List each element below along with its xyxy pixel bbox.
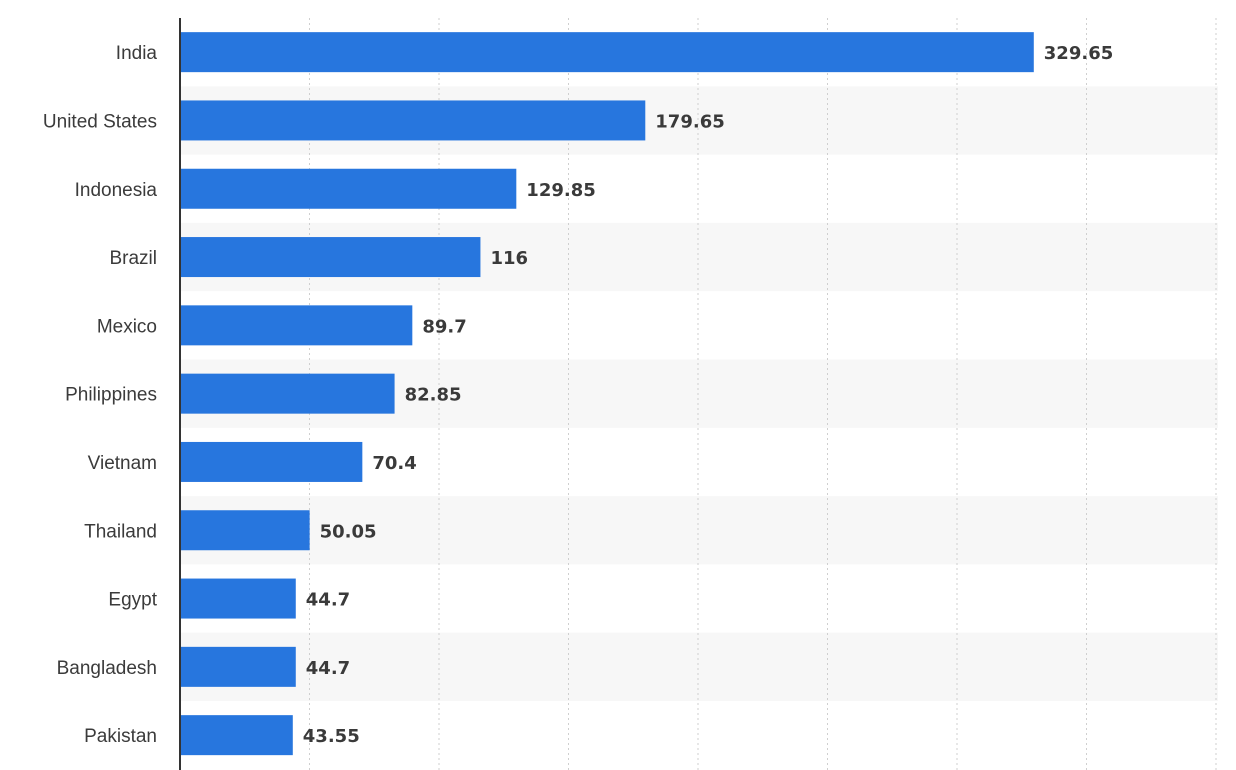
bar (180, 510, 310, 551)
category-label: Indonesia (75, 180, 158, 201)
category-label: India (116, 43, 158, 64)
bar (180, 715, 293, 756)
bar (180, 100, 646, 141)
value-labels: 329.65 179.65 129.85 116 89.7 82.85 70.4 50.05 4… (303, 43, 1113, 747)
bar (180, 237, 481, 278)
category-label: Vietnam (88, 453, 157, 474)
bar (180, 441, 363, 482)
value-label: 89.7 (422, 316, 466, 337)
category-label: Egypt (108, 590, 157, 611)
row-band (180, 632, 1218, 701)
value-label: 129.85 (526, 180, 595, 201)
category-label: Philippines (65, 385, 157, 406)
row-bands (180, 86, 1218, 701)
bar (180, 646, 296, 687)
bars (180, 32, 1034, 756)
value-label: 44.7 (306, 658, 350, 679)
bar (180, 32, 1034, 73)
value-label: 70.4 (372, 453, 416, 474)
value-label: 44.7 (306, 590, 350, 611)
value-label: 82.85 (405, 385, 462, 406)
gridlines (309, 18, 1217, 770)
value-label: 329.65 (1044, 43, 1113, 64)
bar (180, 305, 413, 346)
category-label: Bangladesh (57, 658, 157, 679)
value-label: 50.05 (320, 521, 377, 542)
category-label: United States (43, 111, 157, 132)
category-label: Pakistan (84, 726, 157, 747)
category-label: Brazil (109, 248, 157, 269)
category-labels: India United States Indonesia Brazil Mexico P… (43, 43, 158, 747)
row-band (180, 496, 1218, 565)
bar (180, 373, 395, 414)
category-label: Thailand (84, 521, 157, 542)
value-label: 179.65 (655, 111, 724, 132)
bar (180, 168, 517, 209)
value-label: 43.55 (303, 726, 360, 747)
category-label: Mexico (97, 316, 157, 337)
value-label: 116 (490, 248, 528, 269)
bar (180, 578, 296, 619)
